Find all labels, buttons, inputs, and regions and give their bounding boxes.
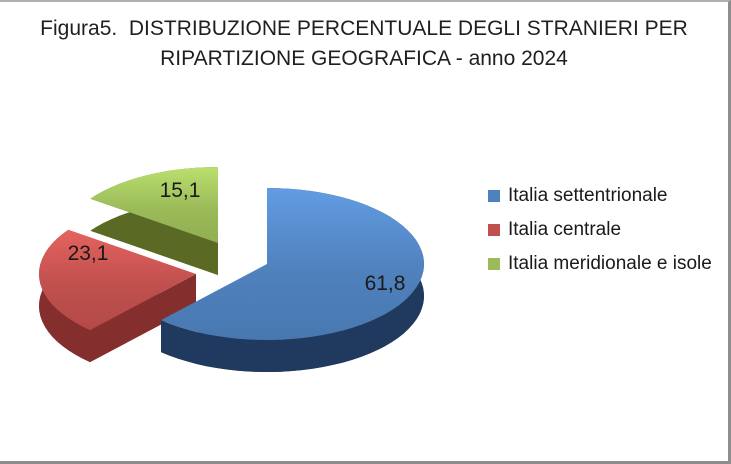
legend-item-italia-centrale[interactable]: Italia centrale <box>488 219 712 240</box>
legend-item-italia-settentrionale[interactable]: Italia settentrionale <box>488 185 712 206</box>
pie-slice-italia-meridionale-e-isole[interactable] <box>90 167 218 243</box>
legend-label: Italia settentrionale <box>508 185 668 206</box>
legend-swatch-icon <box>488 189 500 202</box>
pie-slice-italia-centrale[interactable] <box>39 229 196 331</box>
chart-title-line1: Figura5. DISTRIBUZIONE PERCENTUALE DEGLI… <box>40 17 688 40</box>
legend-label: Italia meridionale e isole <box>508 253 712 274</box>
slice-label-italia-settentrionale: 61,8 <box>365 272 406 295</box>
legend-item-italia-meridionale-e-isole[interactable]: Italia meridionale e isole <box>488 253 712 274</box>
chart-title: Figura5. DISTRIBUZIONE PERCENTUALE DEGLI… <box>0 14 728 74</box>
legend-label: Italia centrale <box>508 219 622 240</box>
slice-label-italia-meridionale-e-isole: 15,1 <box>160 179 201 202</box>
pie-slice-italia-settentrionale[interactable] <box>161 188 424 340</box>
slice-label-italia-centrale: 23,1 <box>68 242 109 265</box>
legend-swatch-icon <box>488 223 500 236</box>
legend: Italia settentrionale Italia centrale Ital… <box>488 185 712 274</box>
legend-swatch-icon <box>488 257 500 270</box>
chart-title-line2: RIPARTIZIONE GEOGRAFICA - anno 2024 <box>160 47 568 70</box>
